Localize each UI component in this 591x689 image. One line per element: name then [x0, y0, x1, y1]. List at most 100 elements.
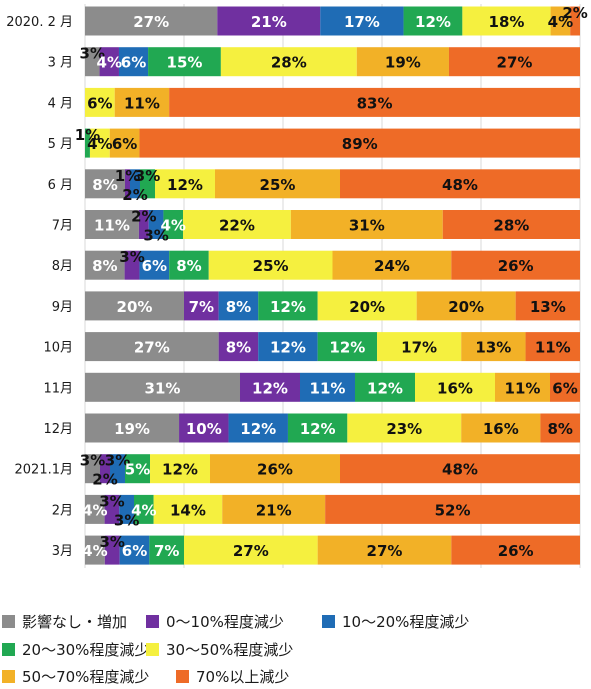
bar-segment — [208, 250, 333, 280]
bar-segment — [210, 454, 340, 484]
data-label: 20% — [117, 298, 153, 316]
category-label: 8月 — [52, 259, 73, 274]
data-label: 12% — [270, 298, 306, 316]
bar-segment — [320, 6, 404, 36]
category-label: 3月 — [52, 544, 73, 559]
bar-segment — [183, 210, 291, 239]
data-label: 2% — [131, 208, 156, 226]
bar-segment — [451, 535, 580, 565]
data-label: 8% — [92, 257, 117, 275]
bar-segment — [85, 454, 100, 484]
data-label: 25% — [253, 257, 289, 275]
legend-label-50-70: 50～70%程度減少 — [22, 667, 150, 686]
data-label: 27% — [134, 339, 170, 357]
bar-segment — [451, 250, 580, 280]
data-label: 2% — [92, 471, 117, 489]
bar-segment — [153, 494, 223, 524]
bar-segment — [317, 535, 452, 565]
bar-segment — [125, 169, 130, 199]
data-label: 27% — [133, 13, 169, 31]
legend-item-70-plus: 70%以上減少 — [176, 665, 289, 687]
bar-segment — [89, 128, 110, 158]
data-label: 19% — [385, 54, 421, 72]
bar-segment — [448, 47, 580, 77]
bar-segment — [462, 6, 551, 36]
bar-segment — [415, 372, 495, 402]
data-label: 25% — [260, 176, 296, 194]
bar-segment — [155, 169, 215, 199]
bar-segment — [119, 494, 135, 524]
data-label: 4% — [548, 13, 573, 31]
bar-segment — [461, 413, 541, 443]
bar-segment — [317, 332, 378, 362]
bar-segment — [377, 332, 462, 362]
data-label: 1% — [115, 167, 140, 185]
data-label: 12% — [367, 379, 403, 397]
legend-item-20-30: 20～30%程度減少 — [2, 638, 149, 660]
bar-segment — [169, 250, 209, 280]
bar-segment — [85, 494, 105, 524]
data-label: 11% — [124, 94, 160, 112]
bar-segment — [550, 6, 571, 36]
data-label: 20% — [448, 298, 484, 316]
data-label: 10% — [186, 420, 222, 438]
bar-segment — [85, 169, 125, 199]
data-label: 11% — [505, 379, 541, 397]
bar-segment — [570, 6, 580, 36]
bar-segment — [85, 128, 90, 158]
data-label: 83% — [357, 94, 393, 112]
data-label: 13% — [475, 339, 511, 357]
data-label: 7% — [189, 298, 214, 316]
bar-segment — [124, 250, 140, 280]
legend-item-no-impact: 影響なし・増加 — [2, 610, 127, 632]
category-label: 9月 — [52, 300, 73, 315]
bar-segment — [104, 535, 120, 565]
data-label: 26% — [498, 542, 534, 560]
bar-segment — [184, 535, 318, 565]
bar-segment — [109, 128, 140, 158]
data-label: 12% — [300, 420, 336, 438]
bar-segment — [85, 47, 100, 77]
data-label: 52% — [435, 501, 471, 519]
data-label: 16% — [437, 379, 473, 397]
bar-segment — [99, 47, 119, 77]
data-label: 48% — [442, 461, 478, 479]
category-label: 2021.1月 — [15, 463, 74, 478]
category-label: 11月 — [43, 381, 73, 396]
bar-segment — [125, 454, 150, 484]
bar-segment — [85, 210, 139, 239]
bar-segment — [138, 210, 149, 239]
bar-segment — [416, 291, 516, 321]
legend-swatch-20-30 — [2, 642, 15, 656]
bar-segment — [222, 494, 326, 524]
legend-swatch-no-impact — [2, 614, 15, 628]
data-label: 16% — [483, 420, 519, 438]
data-label: 3% — [99, 492, 124, 510]
legend-label-10-20: 10～20%程度減少 — [342, 612, 470, 631]
bar-segment — [85, 6, 218, 36]
legend-label-30-50: 30～50%程度減少 — [166, 640, 294, 659]
data-label: 22% — [219, 217, 255, 235]
legend-item-30-50: 30～50%程度減少 — [146, 638, 293, 660]
bar-segment — [218, 332, 259, 362]
bar-segment — [515, 291, 580, 321]
bar-segment — [217, 6, 321, 36]
data-label: 89% — [342, 135, 378, 153]
data-label: 2% — [122, 186, 147, 204]
category-label: 3 月 — [48, 56, 73, 71]
bar-segment — [240, 372, 300, 402]
bar-segment — [140, 169, 155, 199]
bar-segment — [340, 454, 580, 484]
category-label: 2020. 2 月 — [6, 15, 73, 30]
bar-segment — [85, 87, 115, 117]
bar-segment — [317, 291, 417, 321]
bar-segment — [119, 535, 150, 565]
bar-segment — [104, 494, 120, 524]
data-label: 8% — [226, 339, 251, 357]
bar-segment — [130, 169, 140, 199]
bar-segment — [290, 210, 443, 239]
bar-segment — [218, 291, 259, 321]
data-label: 3% — [114, 511, 139, 529]
data-label: 11% — [94, 217, 130, 235]
bar-segment — [100, 454, 110, 484]
